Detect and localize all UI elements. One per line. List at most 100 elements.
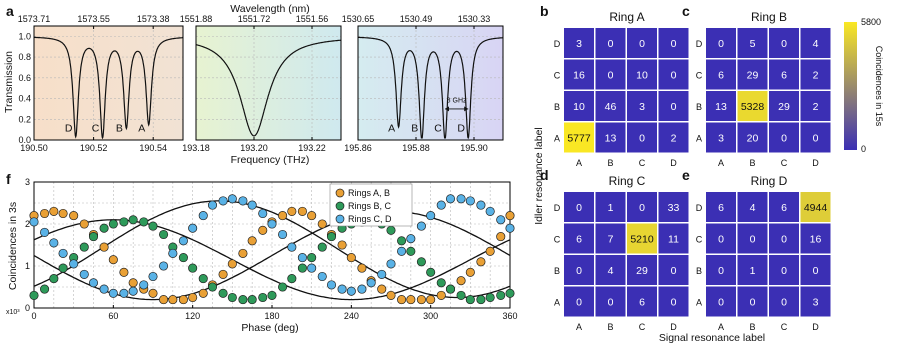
heatmap-cell [658, 122, 689, 153]
col-label: B [749, 322, 755, 332]
cell-value: 3 [576, 38, 582, 50]
row-label: D [696, 203, 703, 213]
data-point [207, 200, 218, 210]
spacing-annotation: 8 GHz [447, 98, 467, 105]
heatmap-cell [737, 59, 768, 90]
cell-value: 46 [605, 101, 617, 113]
col-label: D [670, 158, 677, 168]
heatmap-cell [595, 286, 626, 317]
heatmap-cell [658, 223, 689, 254]
data-point [139, 280, 149, 290]
data-point [278, 282, 288, 292]
colorbar [844, 22, 857, 150]
legend-marker [335, 201, 345, 211]
cell-value: 1 [608, 202, 614, 214]
cell-value: 10 [636, 70, 648, 82]
cell-value: 6 [718, 202, 724, 214]
legend: Rings A, B Rings B, C Rings C, D [329, 183, 413, 227]
resonance-label-C: C [434, 123, 442, 135]
top-tick-label: 1573.38 [137, 14, 170, 24]
heatmap-cell [595, 28, 626, 58]
cell-value: 0 [671, 101, 677, 113]
col-label: C [639, 158, 646, 168]
cell-value: 29 [636, 265, 648, 277]
data-point [287, 242, 297, 252]
subplot-frame [195, 25, 342, 141]
heatmap-cell [800, 286, 831, 317]
data-point [326, 232, 337, 242]
legend-entry: Rings C, D [348, 214, 392, 224]
cell-value: 0 [671, 265, 677, 277]
data-point [297, 206, 307, 216]
cell-value: 5328 [741, 101, 765, 113]
f-x-axis-label: Phase (deg) [241, 322, 298, 334]
cell-value: 10 [573, 101, 585, 113]
data-point [505, 211, 515, 221]
data-point [445, 284, 456, 294]
data-point [317, 219, 327, 229]
data-point [416, 295, 426, 305]
cell-value: 0 [718, 297, 724, 309]
data-point [168, 295, 178, 305]
col-label: B [607, 322, 613, 332]
data-point [159, 261, 169, 271]
legend-marker [335, 188, 345, 198]
cell-value: 0 [608, 297, 614, 309]
data-point [346, 253, 356, 263]
cell-value: 13 [605, 133, 617, 145]
heatmap-cell [769, 122, 799, 153]
y-tick-label: 0.6 [18, 73, 31, 83]
heatmap-cell [706, 91, 736, 121]
top-tick-label: 1551.88 [180, 14, 213, 24]
heatmap-cell [769, 286, 799, 317]
transmission-subplot-1: D C B A 190.50 190.52 190.54 1573.71 1573.55 1573… [18, 14, 184, 153]
top-tick-label: 1530.65 [342, 14, 375, 24]
row-label: B [696, 102, 702, 112]
x-tick-label: 193.18 [182, 143, 210, 153]
cell-value: 0 [608, 70, 614, 82]
data-point [317, 271, 327, 282]
cell-value: 0 [813, 265, 819, 277]
data-point [58, 208, 68, 219]
data-point [108, 219, 118, 229]
data-point [317, 242, 327, 252]
heatmap-cell [769, 192, 799, 222]
heatmap-cell [564, 223, 594, 254]
cell-value: 0 [576, 265, 582, 277]
heatmap-title: Ring B [751, 10, 787, 24]
data-point [88, 278, 99, 288]
x-tick-label: 180 [264, 311, 279, 321]
data-point [188, 223, 198, 233]
data-point [29, 217, 39, 227]
data-point [58, 248, 68, 258]
col-label: A [718, 322, 724, 332]
cell-value: 20 [747, 133, 759, 145]
y-axis-label: Transmission [3, 51, 15, 113]
heatmap-y-label: Idler resonance label [533, 127, 545, 224]
x-tick-label: 190.52 [80, 143, 108, 153]
data-point [436, 290, 446, 300]
panel-label-c: c [682, 3, 690, 19]
heatmap-cell [706, 122, 736, 153]
data-point [397, 295, 407, 305]
cell-value: 5210 [630, 234, 654, 246]
data-point [159, 229, 169, 240]
x-tick-label: 300 [423, 311, 438, 321]
row-label: A [554, 298, 560, 308]
col-label: A [576, 158, 582, 168]
data-point [198, 288, 208, 298]
data-point [99, 242, 109, 252]
data-point [357, 284, 367, 294]
top-tick-label: 1530.33 [458, 14, 491, 24]
colorbar-min-tick: 0 [861, 144, 866, 154]
heatmap-cell [564, 59, 594, 90]
data-point [476, 295, 486, 305]
top-axis-label: Wavelength (nm) [230, 3, 310, 15]
data-point [496, 290, 506, 300]
cell-value: 0 [781, 297, 787, 309]
panel-label-f: f [6, 171, 11, 187]
col-label: C [639, 322, 646, 332]
heatmap-cell [737, 223, 768, 254]
cell-value: 0 [781, 133, 787, 145]
heatmap-cell [595, 59, 626, 90]
